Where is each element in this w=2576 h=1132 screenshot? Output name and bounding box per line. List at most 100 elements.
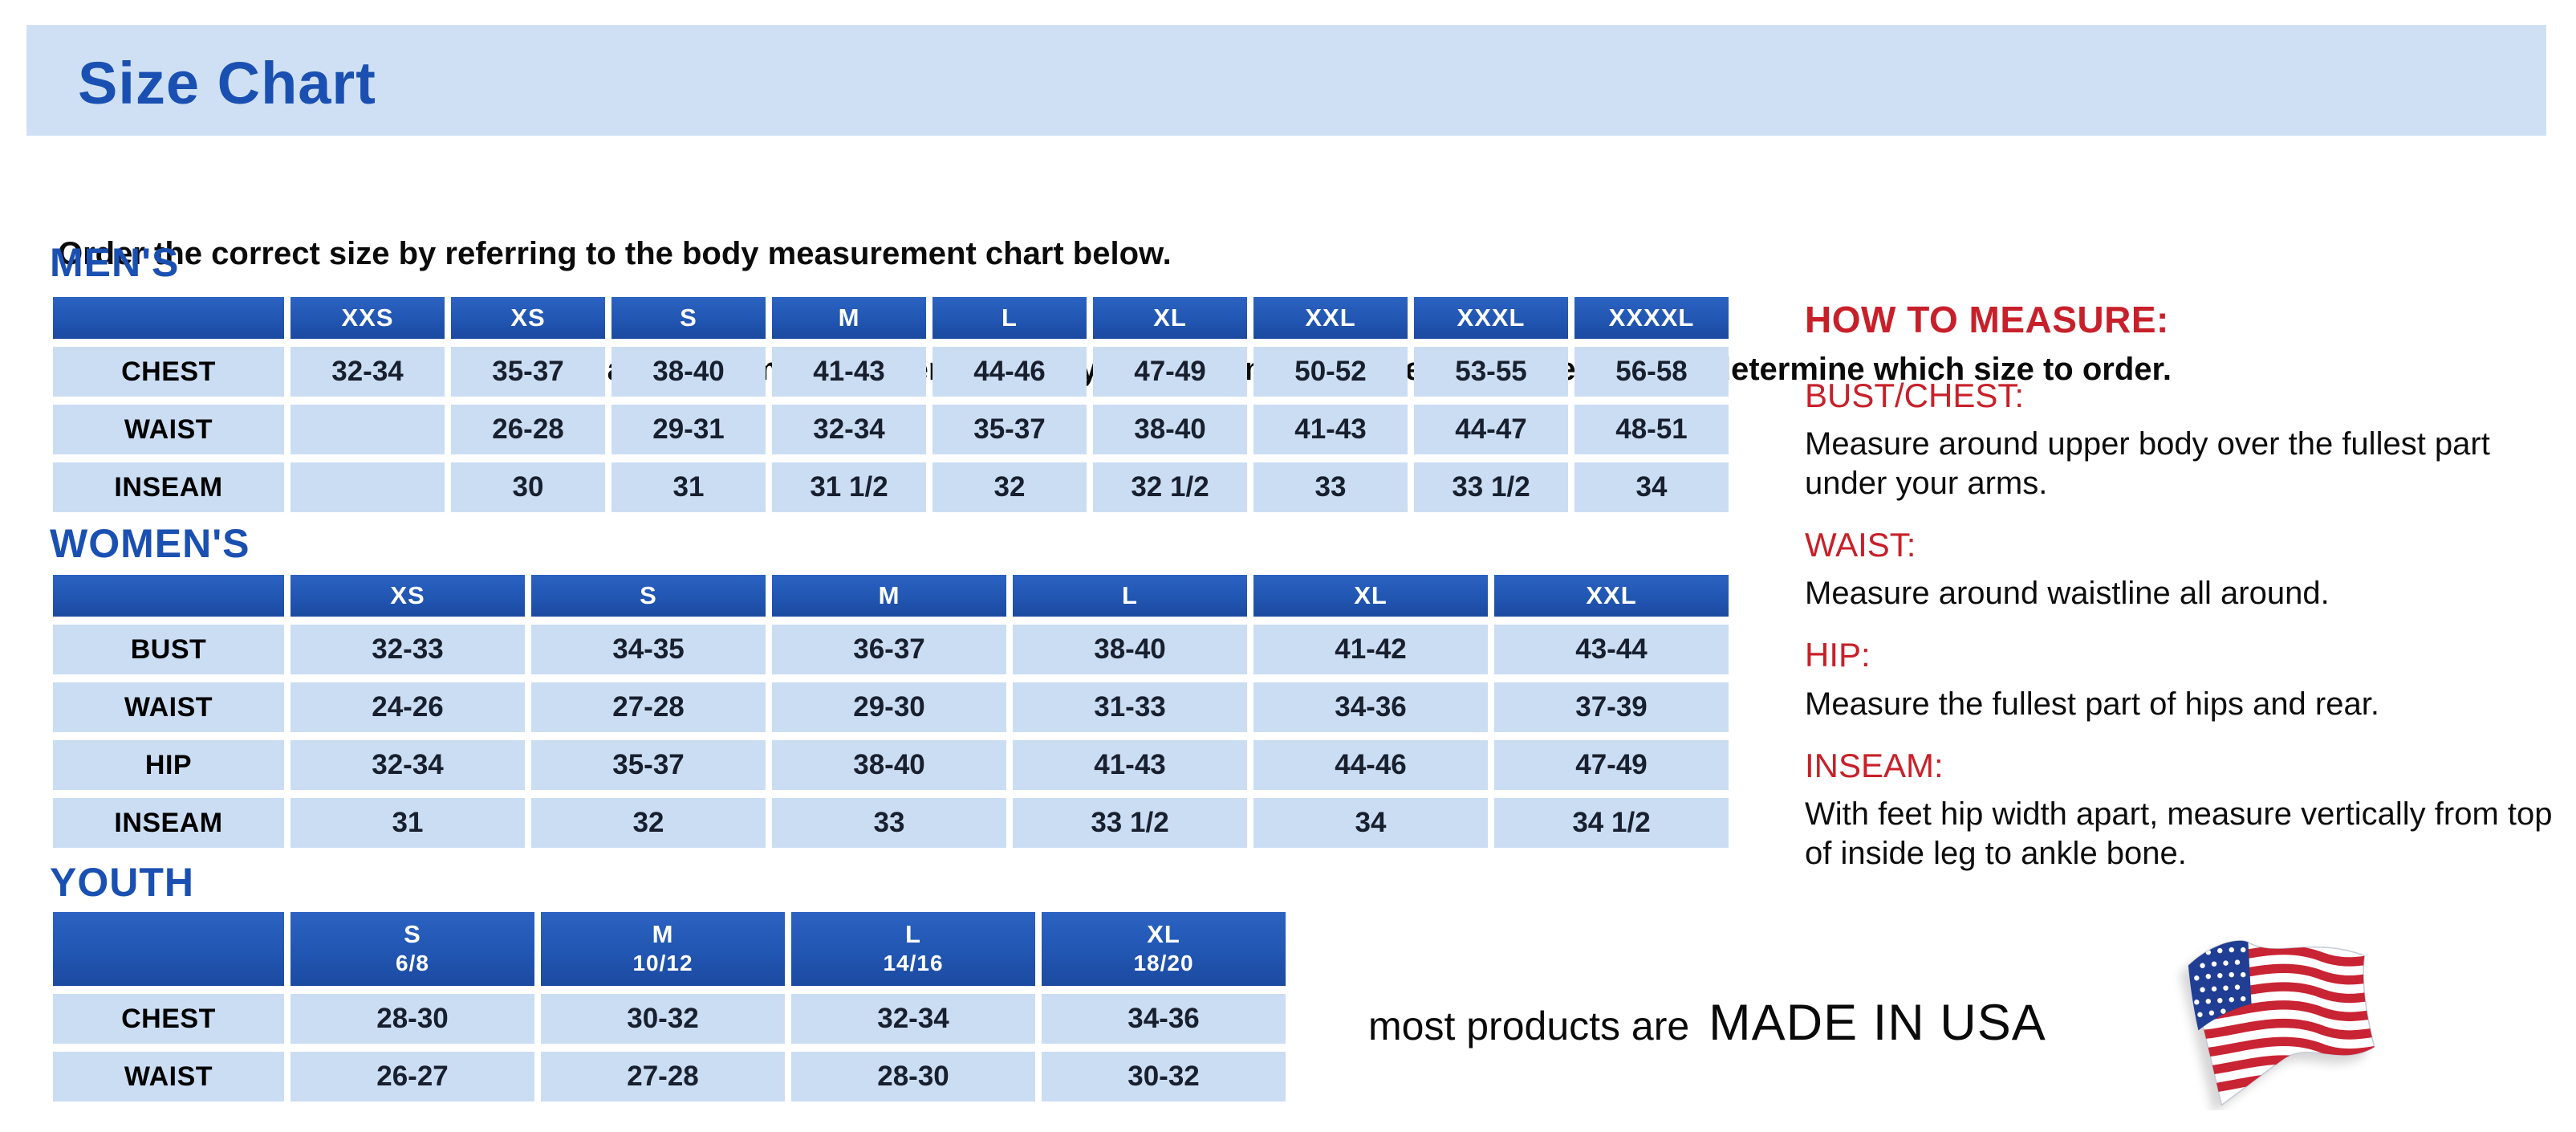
age-range-label: 10/12 [632, 951, 693, 975]
column-header: L [932, 297, 1087, 339]
column-header: XXL [1253, 297, 1408, 339]
column-header: L 14/16 [791, 912, 1035, 986]
made-in-usa-line: most products are MADE IN USA [1368, 994, 2046, 1052]
size-cell: 32 1/2 [1093, 462, 1247, 512]
size-cell: 33 1/2 [1013, 798, 1247, 848]
size-cell: 35-37 [451, 347, 605, 397]
title-banner: Size Chart [26, 25, 2546, 136]
size-cell: 35-37 [531, 740, 766, 790]
made-in-usa-emphasis: MADE IN USA [1709, 995, 2046, 1051]
size-cell: 41-43 [1013, 740, 1247, 790]
measure-label-waist: WAIST: [1805, 526, 1916, 564]
mens-section-heading: MEN'S [50, 240, 180, 285]
youth-size-table: S 6/8 M 10/12 L 14/16 XL 18/20 CHEST 28-… [53, 912, 1286, 1101]
made-in-usa-prefix: most products are [1368, 1004, 1690, 1049]
size-cell: 34 [1253, 798, 1488, 848]
size-cell: 38-40 [1093, 405, 1247, 454]
row-label: CHEST [53, 994, 284, 1044]
size-cell: 31 [291, 798, 525, 848]
row-label: CHEST [53, 347, 284, 397]
measure-text-waist: Measure around waistline all around. [1805, 576, 2330, 612]
row-label: HIP [53, 740, 284, 790]
size-cell: 30 [451, 462, 605, 512]
how-to-measure-section: HOW TO MEASURE: BUST/CHEST: Measure arou… [1805, 299, 2576, 896]
size-cell: 33 1/2 [1414, 462, 1568, 512]
column-header: M [772, 297, 926, 339]
size-cell: 33 [1253, 462, 1408, 512]
size-cell: 41-43 [1253, 405, 1408, 454]
how-to-measure-heading: HOW TO MEASURE: [1805, 299, 2169, 340]
size-cell: 31 1/2 [772, 462, 926, 512]
size-cell: 26-27 [291, 1052, 534, 1101]
age-range-label: 14/16 [883, 951, 944, 975]
column-header: M 10/12 [541, 912, 785, 986]
size-cell: 29-30 [772, 682, 1006, 732]
size-cell: 33 [772, 798, 1006, 848]
size-cell: 34 1/2 [1494, 798, 1729, 848]
column-header: M [772, 575, 1006, 617]
size-cell: 26-28 [451, 405, 605, 454]
size-cell: 30-32 [1042, 1052, 1286, 1101]
corner-cell [53, 575, 284, 617]
row-label: INSEAM [53, 798, 284, 848]
size-cell: 38-40 [611, 347, 766, 397]
column-header: XL 18/20 [1042, 912, 1286, 986]
row-label: WAIST [53, 405, 284, 454]
column-header: XXS [291, 297, 445, 339]
size-cell: 56-58 [1574, 347, 1729, 397]
youth-section-heading: YOUTH [50, 860, 194, 905]
row-label: BUST [53, 625, 284, 674]
size-label: M [652, 920, 674, 948]
size-cell: 28-30 [791, 1052, 1035, 1101]
size-cell: 47-49 [1093, 347, 1247, 397]
size-cell: 34 [1574, 462, 1729, 512]
column-header: S 6/8 [291, 912, 534, 986]
size-cell [291, 405, 445, 454]
size-cell: 44-47 [1414, 405, 1568, 454]
column-header: S [531, 575, 766, 617]
size-cell: 27-28 [531, 682, 766, 732]
size-cell: 38-40 [1013, 625, 1247, 674]
row-label: WAIST [53, 682, 284, 732]
column-header: XL [1093, 297, 1247, 339]
column-header: XL [1253, 575, 1488, 617]
column-header: L [1013, 575, 1247, 617]
womens-size-table: XS S M L XL XXL BUST 32-33 34-35 36-37 3… [53, 575, 1729, 848]
size-cell: 34-35 [531, 625, 766, 674]
column-header: XS [451, 297, 605, 339]
measure-label-bust-chest: BUST/CHEST: [1805, 376, 2025, 414]
size-cell: 29-31 [611, 405, 766, 454]
size-cell: 28-30 [291, 994, 534, 1044]
column-header: XXXL [1414, 297, 1568, 339]
size-cell: 32-34 [291, 347, 445, 397]
size-label: L [905, 920, 921, 948]
size-cell: 32-33 [291, 625, 525, 674]
intro-line-1: Order the correct size by referring to t… [58, 236, 1172, 271]
size-cell: 47-49 [1494, 740, 1729, 790]
size-cell: 31-33 [1013, 682, 1247, 732]
size-cell: 34-36 [1253, 682, 1488, 732]
size-cell: 41-43 [772, 347, 926, 397]
size-cell: 44-46 [932, 347, 1087, 397]
measure-label-inseam: INSEAM: [1805, 746, 1944, 784]
size-cell: 43-44 [1494, 625, 1729, 674]
column-header: XXXXL [1574, 297, 1729, 339]
size-cell: 44-46 [1253, 740, 1488, 790]
mens-size-table: XXS XS S M L XL XXL XXXL XXXXL CHEST 32-… [53, 297, 1729, 512]
size-cell: 32-34 [291, 740, 525, 790]
measure-text-inseam: With feet hip width apart, measure verti… [1805, 796, 2553, 872]
row-label: WAIST [53, 1052, 284, 1101]
measure-label-hip: HIP: [1805, 636, 1871, 674]
size-label: S [404, 920, 421, 948]
size-cell: 37-39 [1494, 682, 1729, 732]
size-cell: 48-51 [1574, 405, 1729, 454]
size-cell: 35-37 [932, 405, 1087, 454]
size-cell: 32-34 [791, 994, 1035, 1044]
size-cell: 24-26 [291, 682, 525, 732]
size-cell: 50-52 [1253, 347, 1408, 397]
corner-cell [53, 297, 284, 339]
size-cell [291, 462, 445, 512]
size-cell: 34-36 [1042, 994, 1286, 1044]
size-cell: 32-34 [772, 405, 926, 454]
age-range-label: 18/20 [1133, 951, 1194, 975]
